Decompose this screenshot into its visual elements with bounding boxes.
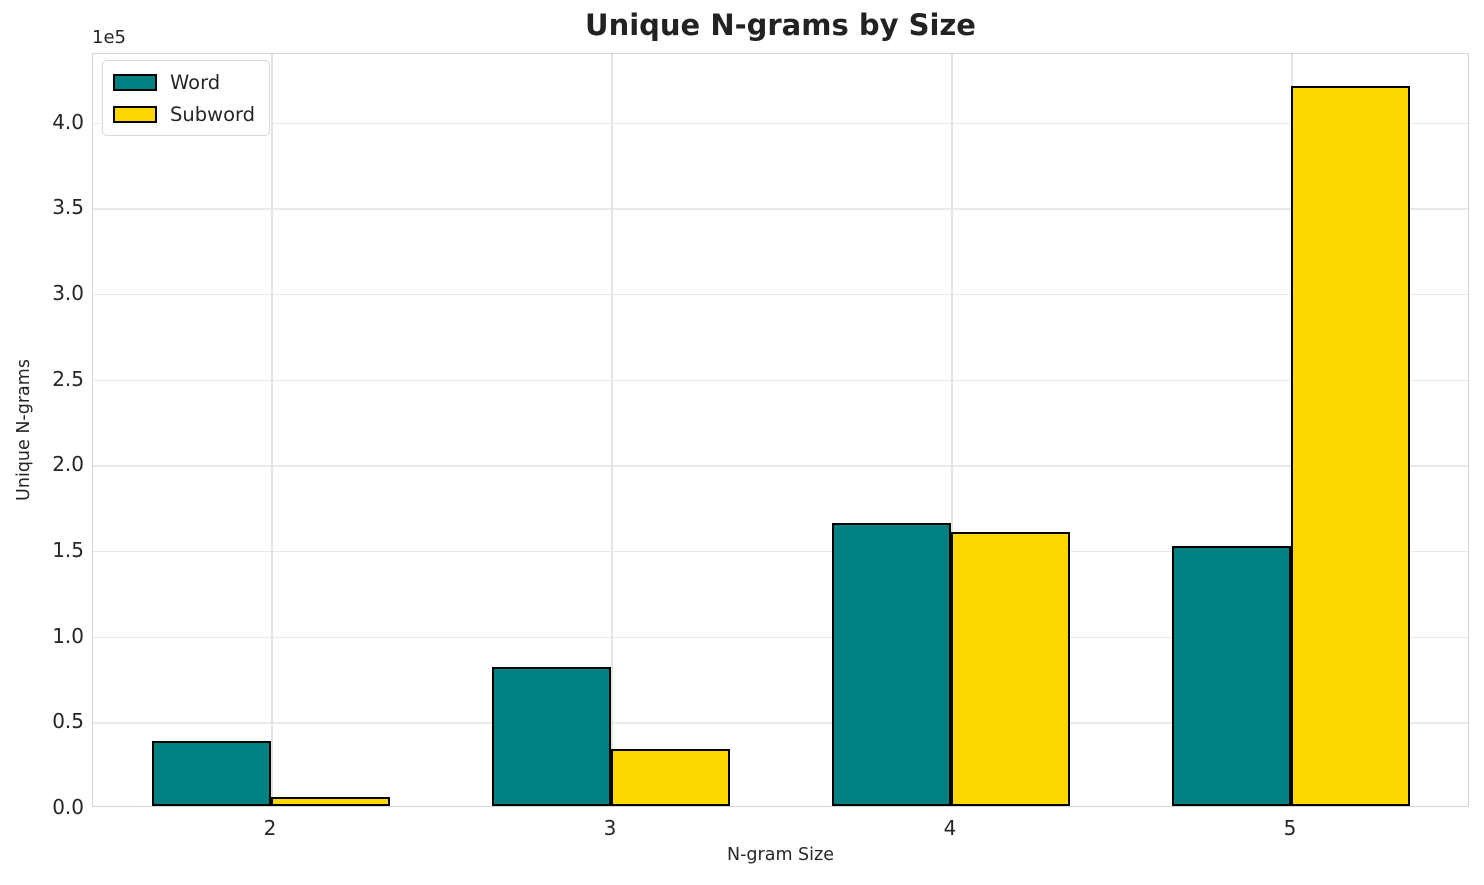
bar-subword-2 xyxy=(271,797,390,806)
x-tick-label: 5 xyxy=(1283,816,1297,840)
y-tick-label: 1.5 xyxy=(52,537,84,562)
h-gridline xyxy=(93,722,1468,724)
legend-label: Subword xyxy=(170,102,256,126)
legend: Word Subword xyxy=(102,60,271,136)
h-gridline xyxy=(93,379,1468,382)
bar-subword-5 xyxy=(1291,86,1410,806)
y-tick-label: 1.0 xyxy=(52,623,84,648)
h-gridline xyxy=(93,208,1468,210)
y-tick-label: 2.0 xyxy=(52,452,84,477)
y-tick-label: 4.0 xyxy=(52,109,84,134)
y-tick-label: 3.5 xyxy=(52,195,84,220)
chart-title: Unique N-grams by Size xyxy=(585,8,976,42)
y-tick-label: 2.5 xyxy=(52,366,84,391)
legend-item-subword: Subword xyxy=(113,101,255,127)
y-tick-label: 0.0 xyxy=(52,795,84,819)
v-gridline xyxy=(951,54,953,806)
h-gridline xyxy=(93,122,1468,125)
legend-label: Word xyxy=(170,70,221,94)
bar-word-4 xyxy=(832,523,951,806)
bar-subword-3 xyxy=(611,749,730,806)
bar-subword-4 xyxy=(951,532,1070,806)
legend-swatch-word xyxy=(113,73,157,91)
y-tick-label: 0.5 xyxy=(52,709,84,734)
v-gridline xyxy=(271,54,273,806)
legend-swatch-subword xyxy=(113,105,157,123)
x-axis-label: N-gram Size xyxy=(727,845,834,865)
h-gridline xyxy=(93,636,1468,639)
legend-item-word: Word xyxy=(113,69,255,95)
y-tick-label: 3.0 xyxy=(52,280,84,305)
h-gridline xyxy=(93,293,1468,296)
plot-area xyxy=(92,53,1469,807)
bar-word-2 xyxy=(152,741,271,806)
y-axis-offset-label: 1e5 xyxy=(92,27,126,48)
h-gridline xyxy=(93,550,1468,553)
bar-word-3 xyxy=(492,667,611,806)
bar-word-5 xyxy=(1172,546,1291,806)
v-gridline xyxy=(611,54,613,806)
h-gridline xyxy=(93,465,1468,467)
x-tick-label: 2 xyxy=(263,816,277,840)
x-tick-label: 4 xyxy=(943,816,957,840)
x-tick-label: 3 xyxy=(603,816,617,840)
